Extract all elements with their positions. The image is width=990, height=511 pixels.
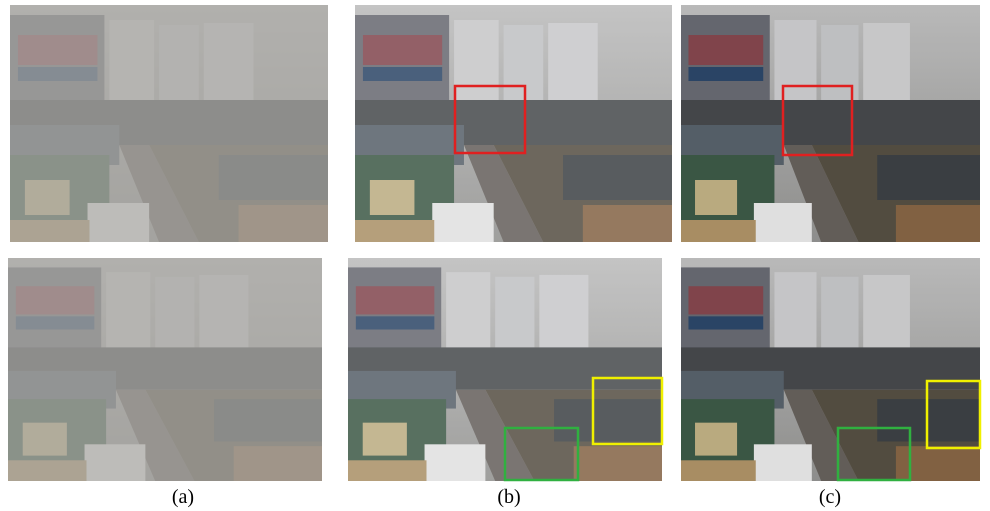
caption: (a) <box>172 486 194 509</box>
panels <box>0 0 990 511</box>
caption: (b) <box>497 486 520 509</box>
image-c-top <box>681 5 980 242</box>
image-a-bottom <box>8 258 322 481</box>
image-a-top <box>10 5 328 242</box>
caption: (c) <box>819 486 841 509</box>
figure: (a) (b) (c) <box>0 0 990 511</box>
image-b-top <box>355 5 672 242</box>
